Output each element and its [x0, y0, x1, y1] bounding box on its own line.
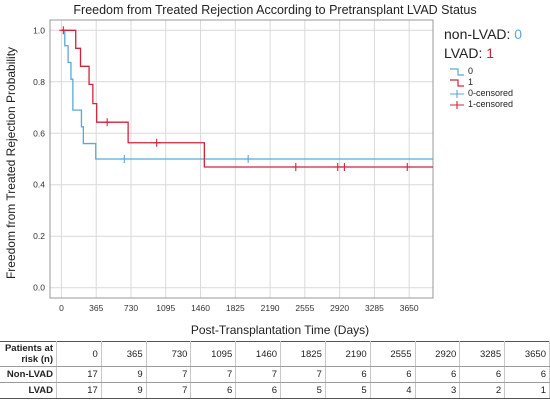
- risk-day-cell: 3650: [504, 341, 550, 367]
- x-tick-label: 1095: [156, 303, 175, 313]
- risk-row: LVAD 17 9 7 6 6 5 5 4 3 2 1: [0, 382, 550, 399]
- risk-value-cell: 6: [235, 382, 282, 399]
- risk-value-cell: 7: [280, 366, 326, 383]
- risk-value-cell: 6: [459, 366, 506, 383]
- legend-label: 0: [468, 66, 474, 76]
- risk-value-cell: 6: [190, 382, 237, 399]
- risk-day-cell: 730: [146, 341, 192, 367]
- risk-value-cell: 2: [459, 382, 506, 399]
- risk-table: Patients at risk (n) 0 365 730 1095 1460 1825 2…: [0, 341, 550, 399]
- risk-value-cell: 7: [235, 366, 282, 383]
- risk-row: Non-LVAD 17 9 7 7 7 7 6 6 6 6 6: [0, 366, 550, 383]
- legend-swatch: [450, 78, 464, 87]
- risk-value-cell: 17: [56, 366, 102, 383]
- risk-value-cell: 9: [101, 366, 147, 383]
- risk-value-cell: 1: [504, 382, 550, 399]
- risk-value-cell: 9: [101, 382, 147, 399]
- x-tick-label: 2920: [330, 303, 349, 313]
- legend-item: 1-censored: [448, 99, 513, 110]
- legend-label: 1: [468, 77, 474, 87]
- risk-day-cell: 1825: [280, 341, 326, 367]
- risk-row-label: Non-LVAD: [0, 366, 57, 383]
- km-plot: 0 365 730 1095 1460 1825 2190 2555 2920 3285 3650 0…: [33, 19, 434, 313]
- risk-value-cell: 17: [56, 382, 102, 399]
- chart-title: Freedom from Treated Rejection According…: [73, 3, 477, 17]
- x-tick-label: 1825: [226, 303, 245, 313]
- y-tick-label: 1.0: [33, 25, 45, 35]
- risk-day-cell: 2190: [325, 341, 371, 367]
- legend-item: 0-censored: [448, 88, 513, 99]
- risk-header-label: Patients at risk (n): [0, 341, 57, 367]
- legend-swatch: [450, 100, 464, 109]
- x-tick-label: 2555: [295, 303, 314, 313]
- legend-label: 1-censored: [468, 99, 514, 109]
- risk-value-cell: 7: [146, 366, 192, 383]
- x-axis-label: Post-Transplantation Time (Days): [190, 323, 370, 337]
- x-tick-label: 2190: [261, 303, 280, 313]
- km-curve-0: [61, 29, 433, 160]
- legend: 0 1 0-censored 1-censored: [448, 66, 513, 110]
- y-tick-label: 0.2: [33, 231, 45, 241]
- x-tick-label: 3285: [365, 303, 384, 313]
- legend-swatch: [450, 67, 464, 76]
- risk-row-label: LVAD: [0, 382, 57, 399]
- y-tick-label: 0.0: [33, 283, 45, 293]
- legend-label: 0-censored: [468, 88, 514, 98]
- legend-item: 1: [448, 77, 513, 88]
- risk-day-cell: 3285: [459, 341, 506, 367]
- y-tick-label: 0.6: [33, 128, 45, 138]
- risk-value-cell: 4: [370, 382, 416, 399]
- risk-value-cell: 7: [146, 382, 192, 399]
- nonlvad-annotation: non-LVAD: 0: [444, 26, 522, 42]
- risk-value-cell: 3: [415, 382, 461, 399]
- risk-value-cell: 5: [325, 382, 371, 399]
- risk-value-cell: 7: [190, 366, 237, 383]
- risk-value-cell: 6: [415, 366, 461, 383]
- x-tick-label: 1460: [191, 303, 210, 313]
- lvad-annotation-value: 1: [486, 45, 495, 61]
- risk-day-cell: 1095: [190, 341, 237, 367]
- nonlvad-annotation-label: non-LVAD:: [444, 26, 515, 42]
- risk-day-cell: 0: [56, 341, 102, 367]
- risk-value-cell: 6: [325, 366, 371, 383]
- risk-day-cell: 1460: [235, 341, 282, 367]
- y-tick-label: 0.4: [33, 180, 45, 190]
- x-tick-label: 0: [59, 303, 64, 313]
- x-tick-label: 730: [124, 303, 138, 313]
- x-tick-label: 365: [89, 303, 103, 313]
- risk-value-cell: 5: [280, 382, 326, 399]
- risk-day-cell: 2555: [370, 341, 416, 367]
- nonlvad-annotation-value: 0: [514, 26, 523, 42]
- legend-swatch: [450, 89, 464, 98]
- lvad-annotation: LVAD: 1: [444, 45, 494, 61]
- legend-item: 0: [448, 66, 513, 77]
- risk-day-cell: 365: [101, 341, 147, 367]
- risk-header-row: Patients at risk (n) 0 365 730 1095 1460 1825 2…: [0, 341, 550, 367]
- risk-value-cell: 6: [504, 366, 550, 383]
- y-tick-label: 0.8: [33, 77, 45, 87]
- x-tick-label: 3650: [400, 303, 419, 313]
- risk-day-cell: 2920: [415, 341, 461, 367]
- risk-value-cell: 6: [370, 366, 416, 383]
- km-curve-1: [61, 29, 433, 168]
- lvad-annotation-label: LVAD:: [444, 45, 487, 61]
